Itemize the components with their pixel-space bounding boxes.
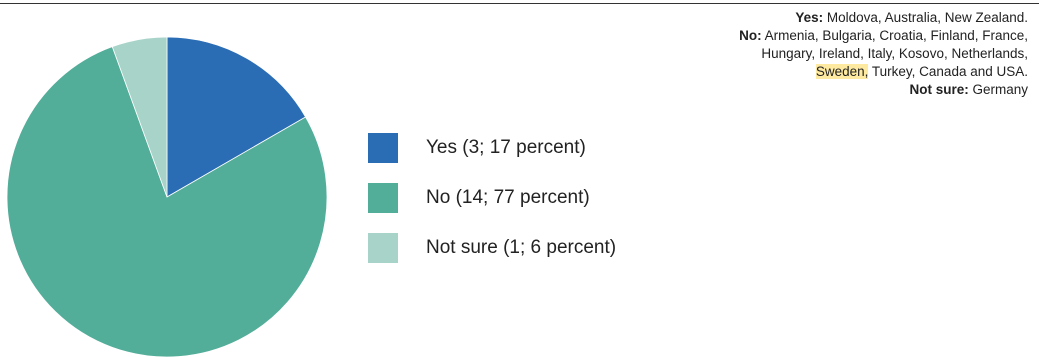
annotation-no-line-1: No: Armenia, Bulgaria, Croatia, Finland,… <box>598 27 1028 45</box>
annotation-yes-line: Yes: Moldova, Australia, New Zealand. <box>598 9 1028 27</box>
legend-swatch-not-sure <box>368 233 398 263</box>
legend-item-not-sure: Not sure (1; 6 percent) <box>368 233 616 263</box>
annotation-no-text-2: Hungary, Ireland, Italy, Kosovo, Netherl… <box>761 46 1028 61</box>
legend-item-yes: Yes (3; 17 percent) <box>368 133 616 163</box>
annotation-no-line-2: Hungary, Ireland, Italy, Kosovo, Netherl… <box>598 45 1028 63</box>
legend-item-no: No (14; 77 percent) <box>368 183 616 213</box>
annotation-yes-text: Moldova, Australia, New Zealand. <box>823 10 1028 25</box>
annotation-not-sure-label: Not sure: <box>909 82 969 97</box>
legend-label-not-sure: Not sure (1; 6 percent) <box>426 237 617 258</box>
annotation-no-text-3: Turkey, Canada and USA. <box>868 64 1028 79</box>
pie-slice-yes <box>166 36 307 198</box>
pie-slices <box>6 36 328 357</box>
legend-label-no: No (14; 77 percent) <box>426 187 590 208</box>
legend: Yes (3; 17 percent) No (14; 77 percent) … <box>368 133 616 283</box>
legend-swatch-no <box>368 183 398 213</box>
legend-swatch-yes <box>368 133 398 163</box>
pie-chart <box>6 36 328 357</box>
annotation-not-sure-line: Not sure: Germany <box>598 81 1028 99</box>
annotation-no-text-1: Armenia, Bulgaria, Croatia, Finland, Fra… <box>761 28 1028 43</box>
pie-slice-not-sure <box>111 36 168 198</box>
country-annotation: Yes: Moldova, Australia, New Zealand. No… <box>598 9 1028 99</box>
annotation-no-label: No: <box>739 28 762 43</box>
pie-slice-no <box>6 46 328 357</box>
legend-label-yes: Yes (3; 17 percent) <box>426 137 586 158</box>
annotation-not-sure-text: Germany <box>968 82 1028 97</box>
top-rule <box>0 3 1039 4</box>
annotation-no-line-3: Sweden, Turkey, Canada and USA. <box>598 63 1028 81</box>
annotation-highlight-sweden: Sweden, <box>815 64 869 79</box>
annotation-yes-label: Yes: <box>795 10 824 25</box>
